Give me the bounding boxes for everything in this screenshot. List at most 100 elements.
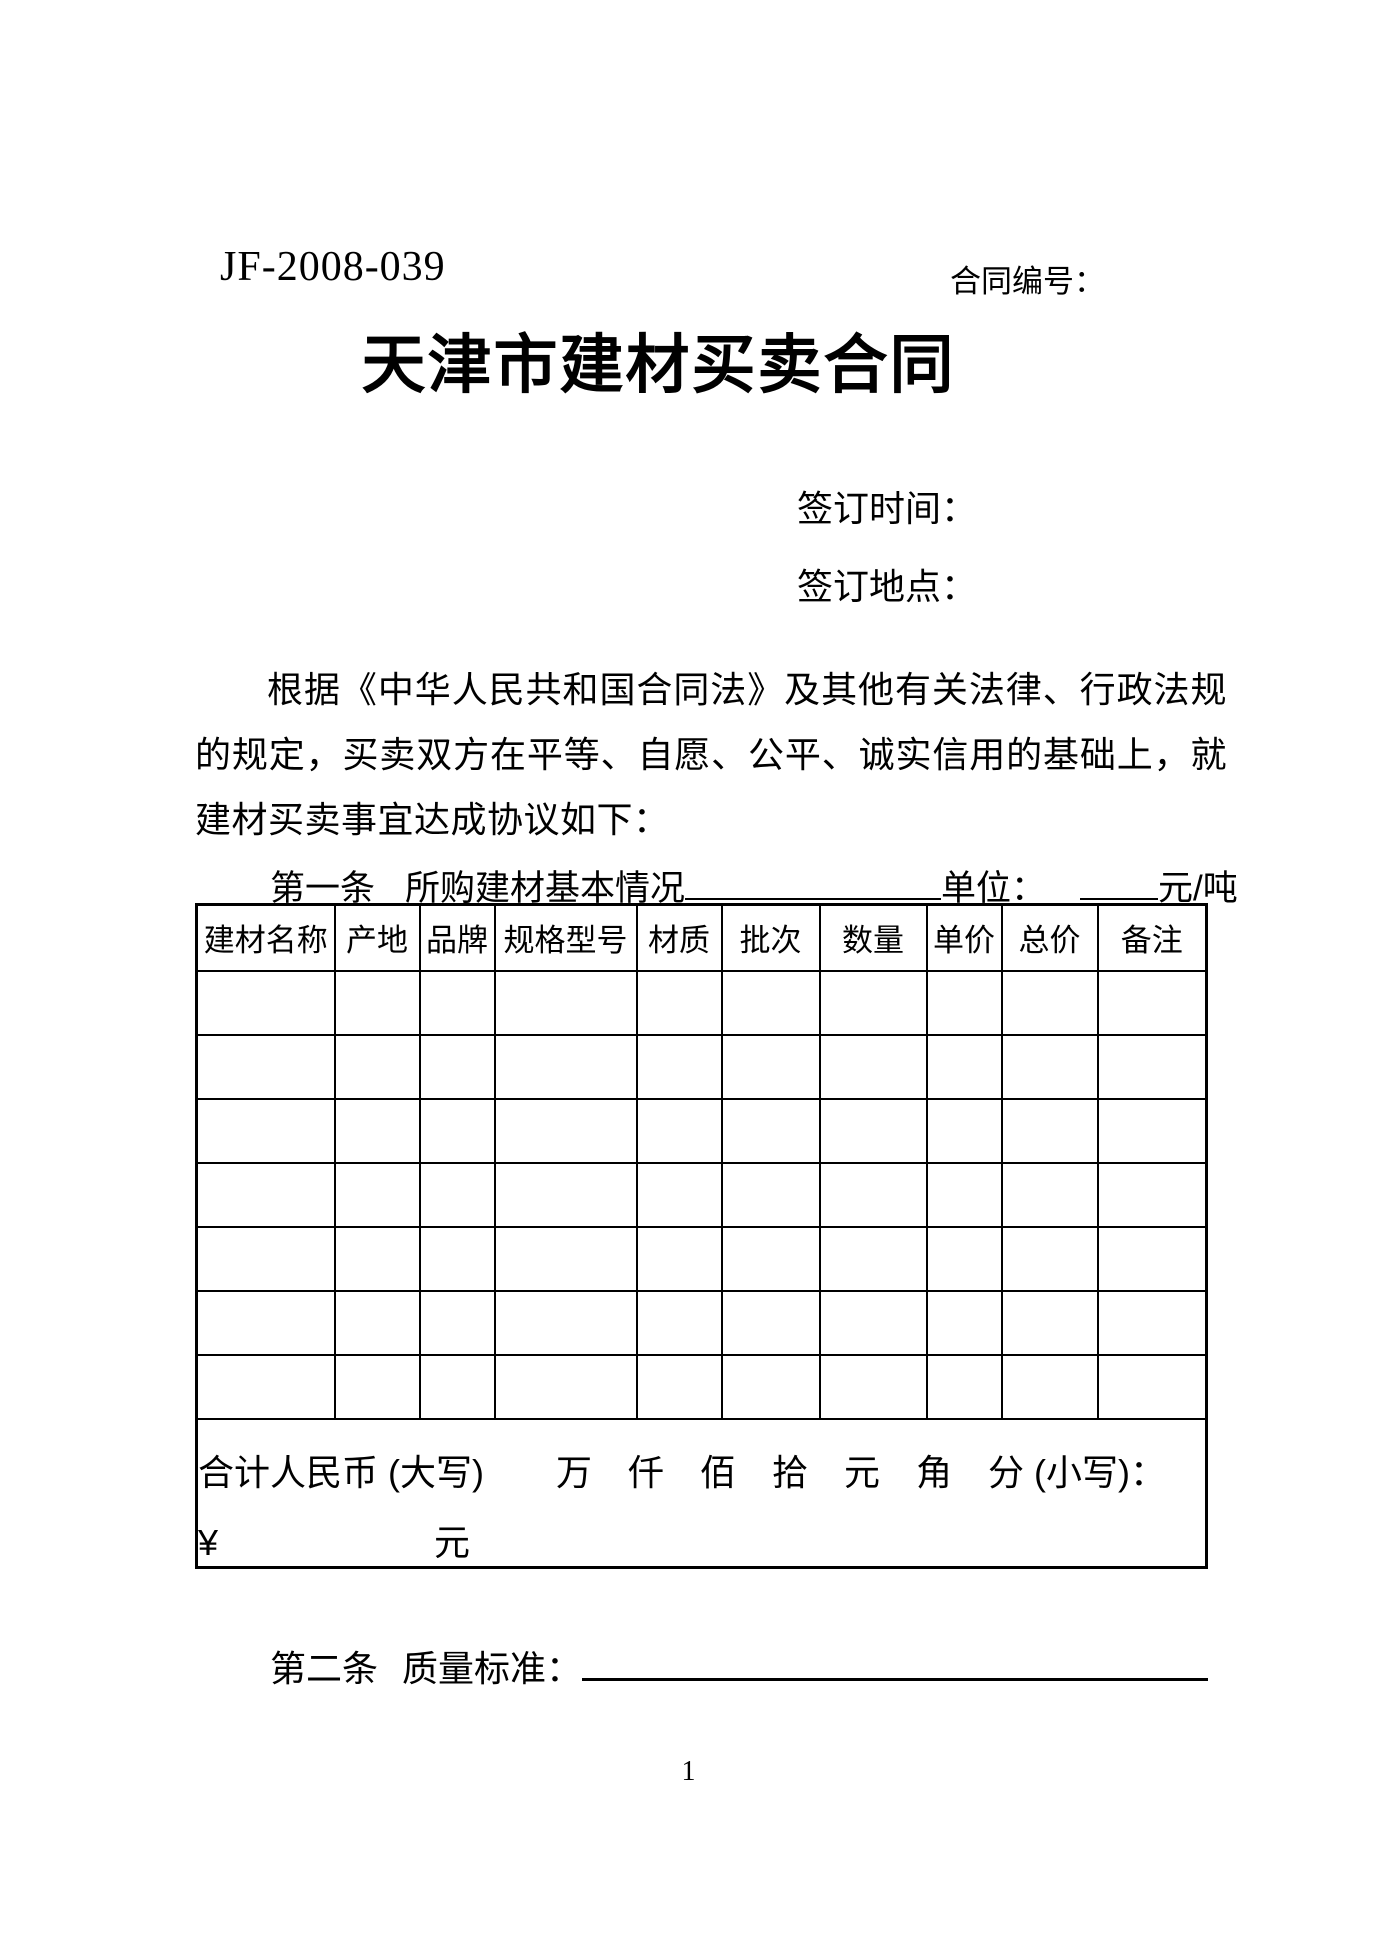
empty-cell [1096,1161,1208,1228]
col-header-quantity: 数量 [818,903,928,972]
empty-cell [195,1289,336,1356]
empty-cell [1000,1353,1099,1420]
empty-cell [925,1353,1003,1420]
empty-cell [333,1225,421,1292]
empty-cell [925,1161,1003,1228]
empty-cell [493,1033,638,1100]
empty-cell [493,969,638,1036]
table-total-row: 合计人民币 (大写) 万 仟 佰 拾 元 角 分 (小写)： ¥ 元 [195,1417,1208,1568]
empty-cell [720,969,821,1036]
empty-cell [720,1161,821,1228]
total-amount-cell: 合计人民币 (大写) 万 仟 佰 拾 元 角 分 (小写)： ¥ 元 [195,1417,1208,1568]
material-info-blank [685,864,942,900]
signing-info-block: 签订时间： 签订地点： [797,480,977,636]
empty-cell [493,1161,638,1228]
empty-cell [1096,1353,1208,1420]
empty-cell [818,1225,928,1292]
col-header-remarks: 备注 [1096,903,1208,972]
sign-place-label: 签订地点： [797,566,978,607]
col-header-material: 材质 [635,903,723,972]
article2-text: 质量标准： [402,1648,583,1689]
empty-cell [418,1225,496,1292]
empty-cell [925,969,1003,1036]
empty-cell [1000,1161,1099,1228]
total-amount-figures-line: ¥ 元 [198,1521,471,1563]
empty-cell [818,1353,928,1420]
empty-cell [195,1097,336,1164]
materials-table: 建材名称 产地 品牌 规格型号 材质 批次 数量 单价 总价 备注 合计人民币 … [195,903,1208,1569]
table-empty-rows [195,969,1208,1420]
empty-cell [1000,1097,1099,1164]
empty-cell [635,1225,723,1292]
empty-cell [818,1289,928,1356]
intro-paragraph: 根据《中华人民共和国合同法》及其他有关法律、行政法规的规定，买卖双方在平等、自愿… [195,669,1227,840]
col-header-brand: 品牌 [418,903,496,972]
sign-time-label: 签订时间： [797,488,978,529]
empty-cell [818,1033,928,1100]
quality-standard-blank [582,1644,1209,1681]
page-number: 1 [681,1756,696,1787]
article1-text: 所购建材基本情况 [405,869,686,908]
empty-cell [925,1289,1003,1356]
article2-label: 第二条 [270,1648,379,1689]
col-header-material-name: 建材名称 [195,903,336,972]
contract-number-label: 合同编号： [950,264,1105,299]
empty-cell [195,1161,336,1228]
total-amount-words-line: 合计人民币 (大写) 万 仟 佰 拾 元 角 分 (小写)： [198,1451,1166,1493]
unit-price-blank [1080,864,1159,900]
table-row [195,1289,1208,1356]
table-row [195,1097,1208,1164]
empty-cell [1000,1225,1099,1292]
empty-cell [925,1097,1003,1164]
empty-cell [1096,969,1208,1036]
col-header-batch: 批次 [720,903,821,972]
empty-cell [195,1033,336,1100]
empty-cell [493,1097,638,1164]
empty-cell [635,1097,723,1164]
table-row [195,969,1208,1036]
empty-cell [1096,1225,1208,1292]
article2-line: 第二条 质量标准： [270,1640,1209,1692]
empty-cell [333,1353,421,1420]
empty-cell [333,1161,421,1228]
document-code: JF-2008-039 [220,244,446,290]
col-header-total-price: 总价 [1000,903,1099,972]
empty-cell [333,1033,421,1100]
empty-cell [418,969,496,1036]
empty-cell [925,1033,1003,1100]
table-row [195,1161,1208,1228]
empty-cell [635,969,723,1036]
empty-cell [418,1353,496,1420]
empty-cell [418,1161,496,1228]
empty-cell [925,1225,1003,1292]
empty-cell [418,1289,496,1356]
table-row [195,1033,1208,1100]
empty-cell [720,1289,821,1356]
empty-cell [1000,1289,1099,1356]
table-header-row: 建材名称 产地 品牌 规格型号 材质 批次 数量 单价 总价 备注 [195,903,1208,972]
empty-cell [635,1161,723,1228]
empty-cell [635,1353,723,1420]
col-header-origin: 产地 [333,903,421,972]
unit-suffix: 元/吨 [1158,869,1238,908]
empty-cell [818,1161,928,1228]
empty-cell [1000,1033,1099,1100]
empty-cell [333,1097,421,1164]
empty-cell [1096,1289,1208,1356]
empty-cell [195,1225,336,1292]
empty-cell [635,1289,723,1356]
col-header-unit-price: 单价 [925,903,1003,972]
empty-cell [195,1353,336,1420]
empty-cell [720,1033,821,1100]
empty-cell [635,1033,723,1100]
empty-cell [1096,1033,1208,1100]
empty-cell [1000,969,1099,1036]
empty-cell [493,1225,638,1292]
empty-cell [493,1353,638,1420]
empty-cell [1096,1097,1208,1164]
article1-label: 第一条 [270,869,376,908]
table-row [195,1225,1208,1292]
empty-cell [818,969,928,1036]
empty-cell [720,1353,821,1420]
